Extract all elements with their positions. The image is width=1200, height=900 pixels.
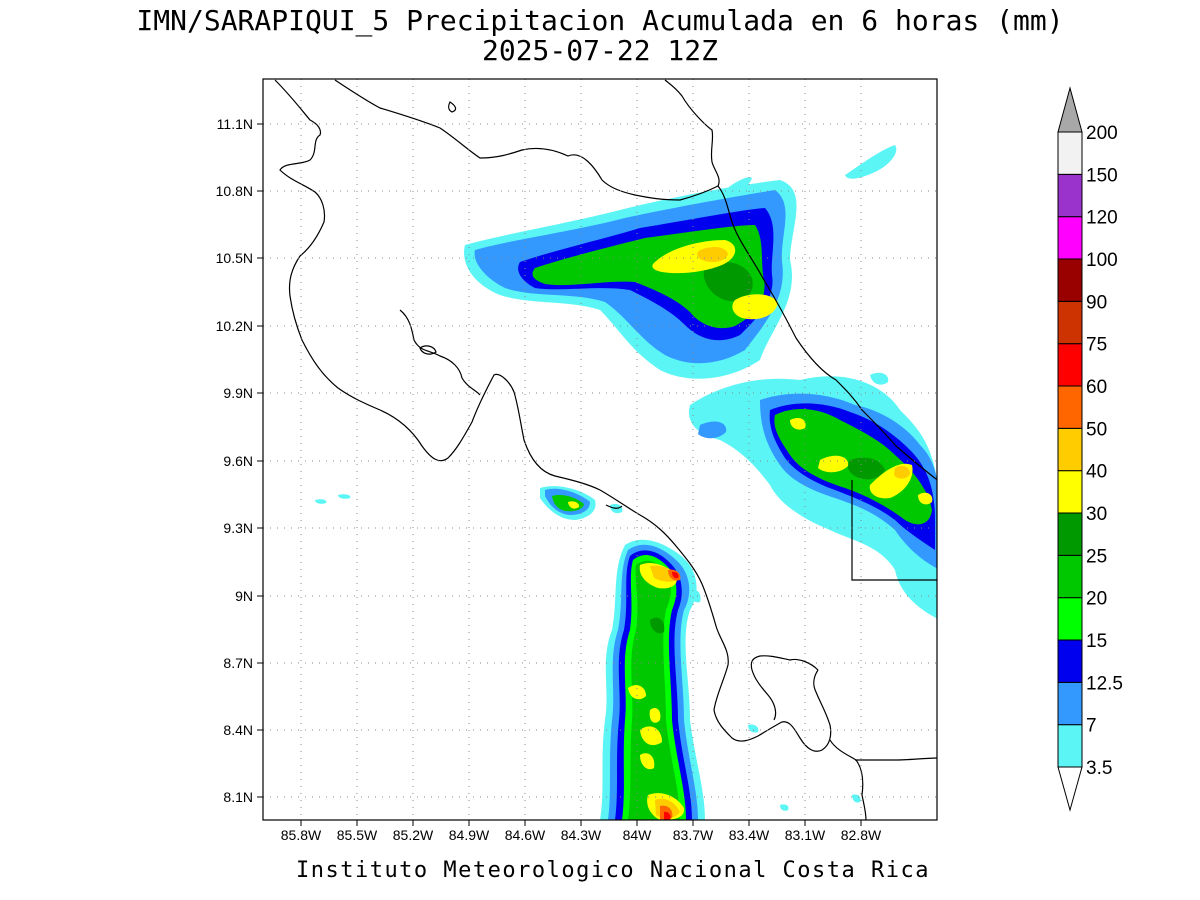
latitude-axis: 11.1N 10.8N 10.5N 10.2N 9.9N 9.6N 9.3N 9… bbox=[216, 116, 263, 805]
colorbar-label: 50 bbox=[1086, 419, 1107, 440]
colorbar-bin bbox=[1057, 173, 1083, 218]
colorbar-label: 90 bbox=[1086, 292, 1107, 313]
colorbar-label: 3.5 bbox=[1086, 758, 1112, 779]
grid-lines bbox=[263, 79, 937, 820]
colorbar-label: 15 bbox=[1086, 631, 1107, 652]
lat-label: 10.8N bbox=[216, 183, 253, 199]
colorbar-bin bbox=[1057, 216, 1083, 260]
colorbar-label: 25 bbox=[1086, 546, 1107, 567]
colorbar-label: 200 bbox=[1086, 123, 1118, 144]
colorbar-bin bbox=[1057, 131, 1083, 175]
lon-label: 83.4W bbox=[729, 827, 770, 843]
lat-label: 8.7N bbox=[223, 655, 253, 671]
lat-label: 11.1N bbox=[217, 116, 253, 132]
colorbar-bin bbox=[1057, 681, 1083, 726]
precipitation-field bbox=[315, 145, 937, 820]
lon-label: 85.5W bbox=[337, 827, 378, 843]
colorbar-label: 75 bbox=[1086, 335, 1107, 356]
colorbar-bin bbox=[1057, 639, 1083, 683]
lon-label: 84W bbox=[623, 827, 653, 843]
longitude-axis: 85.8W 85.5W 85.2W 84.9W 84.6W 84.3W 84W … bbox=[281, 820, 882, 843]
lat-label: 8.1N bbox=[223, 789, 253, 805]
colorbar-label: 100 bbox=[1086, 250, 1118, 271]
colorbar-bin bbox=[1057, 724, 1083, 768]
colorbar-label: 12.5 bbox=[1086, 673, 1123, 694]
lat-label: 10.2N bbox=[216, 318, 253, 334]
colorbar-label: 40 bbox=[1086, 462, 1107, 483]
footer-credit: Instituto Meteorologico Nacional Costa R… bbox=[296, 858, 930, 883]
lon-label: 84.6W bbox=[505, 827, 546, 843]
lon-label: 82.8W bbox=[841, 827, 882, 843]
colorbar-bin bbox=[1057, 597, 1083, 641]
colorbar-bin bbox=[1057, 343, 1083, 387]
map-title: IMN/SARAPIQUI_5 Precipitacion Acumulada … bbox=[136, 4, 1063, 38]
lat-label: 10.5N bbox=[216, 250, 253, 266]
colorbar-bin bbox=[1057, 427, 1083, 472]
colorbar-bin bbox=[1057, 512, 1083, 556]
colorbar-label: 120 bbox=[1086, 208, 1118, 229]
map-area bbox=[263, 79, 937, 820]
map-subtitle: 2025-07-22 12Z bbox=[482, 34, 718, 67]
lat-label: 9.3N bbox=[223, 520, 253, 536]
colorbar-bin bbox=[1057, 470, 1083, 514]
colorbar-label: 60 bbox=[1086, 377, 1107, 398]
colorbar-under-arrow bbox=[1057, 766, 1083, 812]
colorbar-label: 150 bbox=[1086, 165, 1118, 186]
colorbar-label: 30 bbox=[1086, 504, 1107, 525]
lon-label: 83.7W bbox=[673, 827, 714, 843]
colorbar-bin bbox=[1057, 385, 1083, 429]
lon-label: 85.2W bbox=[393, 827, 434, 843]
colorbar-over-arrow bbox=[1057, 86, 1083, 133]
lat-label: 9.6N bbox=[223, 453, 253, 469]
colorbar-bin bbox=[1057, 258, 1083, 302]
lat-label: 8.4N bbox=[223, 722, 253, 738]
lon-label: 84.9W bbox=[449, 827, 490, 843]
colorbar-bin bbox=[1057, 554, 1083, 599]
lon-label: 84.3W bbox=[561, 827, 602, 843]
colorbar: 3.5 7 12.5 15 20 25 30 40 50 60 75 90 100 120 150 200 bbox=[1057, 86, 1123, 812]
coastlines bbox=[274, 79, 937, 820]
lat-label: 9N bbox=[235, 588, 253, 604]
colorbar-label: 20 bbox=[1086, 589, 1107, 610]
colorbar-label: 7 bbox=[1086, 716, 1097, 737]
lon-label: 83.1W bbox=[785, 827, 826, 843]
map-frame bbox=[262, 78, 938, 821]
lat-label: 9.9N bbox=[223, 385, 253, 401]
lon-label: 85.8W bbox=[281, 827, 322, 843]
colorbar-bin bbox=[1057, 300, 1083, 345]
